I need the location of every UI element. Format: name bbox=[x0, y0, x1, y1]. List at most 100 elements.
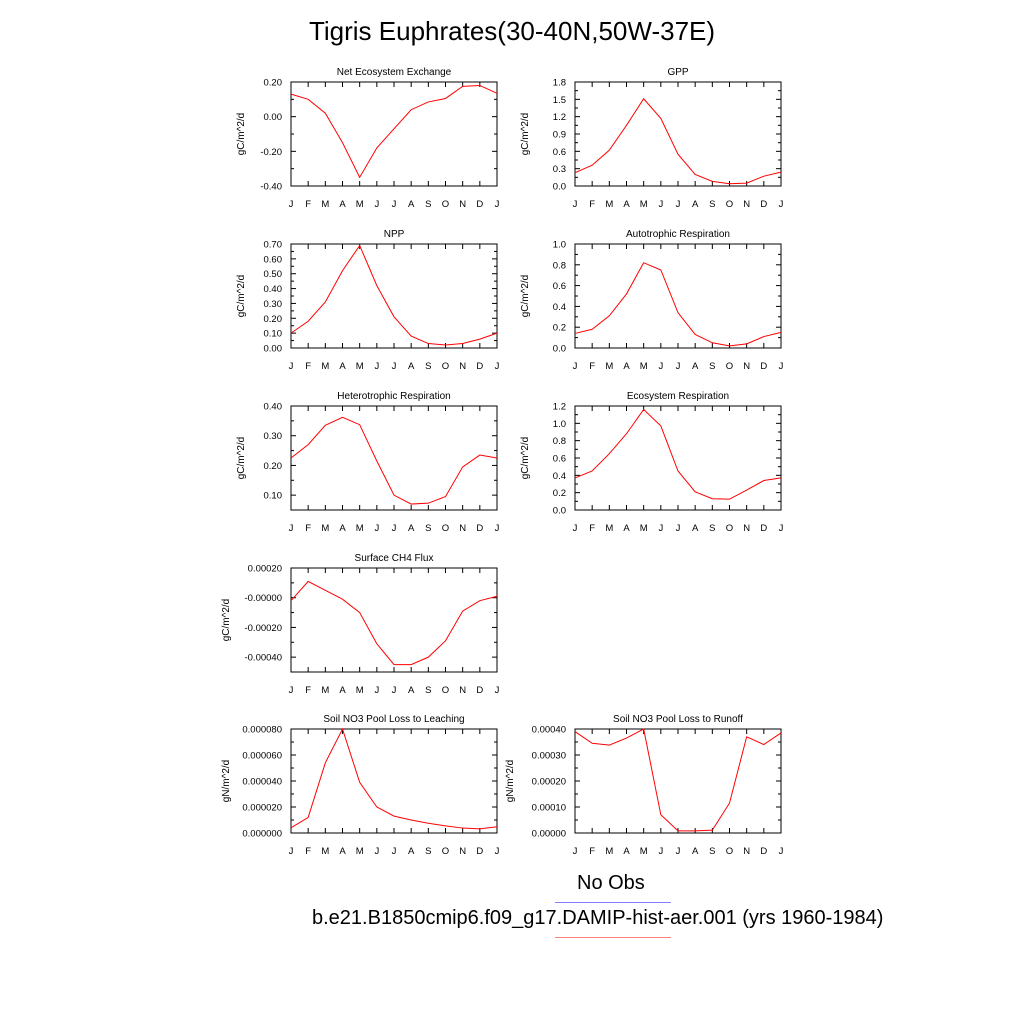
x-tick-label: J bbox=[495, 361, 500, 372]
y-tick-label: 0.60 bbox=[264, 254, 283, 265]
x-tick-label: J bbox=[495, 523, 500, 534]
x-tick-label: F bbox=[589, 199, 595, 210]
panel-title: Soil NO3 Pool Loss to Runoff bbox=[613, 714, 743, 725]
series-line bbox=[574, 262, 782, 347]
y-tick-label: -0.00040 bbox=[244, 653, 282, 664]
x-tick-label: S bbox=[425, 361, 431, 372]
x-tick-label: J bbox=[392, 361, 397, 372]
plot-frame bbox=[574, 81, 782, 187]
y-tick-label: 0.0 bbox=[553, 506, 566, 517]
x-tick-label: M bbox=[321, 199, 329, 210]
x-tick-label: J bbox=[495, 199, 500, 210]
y-tick-label: 1.0 bbox=[553, 240, 566, 251]
x-tick-label: N bbox=[743, 846, 750, 857]
x-tick-label: F bbox=[305, 846, 311, 857]
x-tick-label: J bbox=[289, 199, 294, 210]
x-tick-label: A bbox=[339, 685, 346, 696]
x-tick-label: F bbox=[589, 361, 595, 372]
x-tick-label: J bbox=[289, 361, 294, 372]
x-tick-label: J bbox=[495, 846, 500, 857]
x-tick-label: S bbox=[709, 199, 715, 210]
y-tick-label: 0.2 bbox=[553, 323, 566, 334]
x-tick-label: F bbox=[305, 199, 311, 210]
x-tick-label: M bbox=[321, 846, 329, 857]
y-tick-label: 1.2 bbox=[553, 402, 566, 413]
y-tick-label: 0.000000 bbox=[242, 829, 282, 840]
chart-panel: Ecosystem Respiration gC/m^2/d 0.0 0.2 0.4 0.… bbox=[520, 391, 784, 534]
x-tick-label: J bbox=[289, 685, 294, 696]
x-tick-label: A bbox=[408, 846, 415, 857]
legend-model-line bbox=[555, 937, 671, 938]
y-tick-label: 1.2 bbox=[553, 112, 566, 123]
plot-frame bbox=[290, 81, 498, 187]
x-tick-label: D bbox=[476, 199, 483, 210]
y-tick-label: 0.10 bbox=[264, 329, 283, 340]
x-tick-label: A bbox=[408, 685, 415, 696]
x-tick-label: S bbox=[425, 846, 431, 857]
y-tick-label: 1.0 bbox=[553, 419, 566, 430]
x-tick-label: F bbox=[305, 523, 311, 534]
plot-frame bbox=[290, 243, 498, 349]
x-tick-label: N bbox=[743, 361, 750, 372]
main-title: Tigris Euphrates(30-40N,50W-37E) bbox=[308, 16, 716, 46]
y-tick-label: 0.00010 bbox=[532, 803, 566, 814]
y-tick-label: 1.8 bbox=[553, 78, 566, 89]
y-tick-label: 0.9 bbox=[553, 130, 566, 141]
x-tick-label: N bbox=[743, 523, 750, 534]
x-tick-label: A bbox=[408, 361, 415, 372]
y-axis-label: gC/m^2/d bbox=[520, 275, 531, 318]
series-line bbox=[290, 416, 498, 505]
y-tick-label: 0.40 bbox=[264, 402, 283, 413]
panel-title: Ecosystem Respiration bbox=[627, 391, 729, 402]
y-tick-label: -0.40 bbox=[260, 182, 282, 193]
x-tick-label: J bbox=[392, 846, 397, 857]
y-tick-label: 0.000060 bbox=[242, 751, 282, 762]
x-tick-label: J bbox=[779, 361, 784, 372]
y-tick-label: 0.00020 bbox=[248, 564, 282, 575]
x-tick-label: M bbox=[356, 199, 364, 210]
x-tick-label: O bbox=[442, 361, 449, 372]
x-tick-label: M bbox=[356, 846, 364, 857]
x-tick-label: M bbox=[640, 199, 648, 210]
x-tick-label: O bbox=[442, 523, 449, 534]
series-line bbox=[290, 727, 498, 830]
y-tick-label: 0.00030 bbox=[532, 751, 566, 762]
y-tick-label: 0.8 bbox=[553, 260, 566, 271]
plot-frame bbox=[574, 405, 782, 511]
y-tick-label: 0.000020 bbox=[242, 803, 282, 814]
x-tick-label: S bbox=[425, 523, 431, 534]
series-line bbox=[574, 408, 782, 500]
x-tick-label: A bbox=[339, 361, 346, 372]
series-line bbox=[290, 84, 498, 179]
x-tick-label: A bbox=[339, 199, 346, 210]
x-tick-label: O bbox=[442, 199, 449, 210]
y-tick-label: 0.8 bbox=[553, 436, 566, 447]
y-tick-label: 0.3 bbox=[553, 164, 566, 175]
x-tick-label: J bbox=[779, 199, 784, 210]
x-tick-label: J bbox=[374, 361, 379, 372]
x-tick-label: M bbox=[605, 846, 613, 857]
x-tick-label: J bbox=[573, 199, 578, 210]
x-tick-label: S bbox=[709, 361, 715, 372]
y-axis-label: gC/m^2/d bbox=[236, 275, 247, 318]
y-tick-label: 0.20 bbox=[264, 314, 283, 325]
legend-model-label: b.e21.B1850cmip6.f09_g17.DAMIP-hist-aer.… bbox=[312, 907, 884, 929]
x-tick-label: A bbox=[339, 846, 346, 857]
chart-panel: Heterotrophic Respiration gC/m^2/d 0.10 0.2… bbox=[236, 391, 500, 534]
y-tick-label: 1.5 bbox=[553, 95, 566, 106]
x-tick-label: N bbox=[459, 523, 466, 534]
y-tick-label: 0.30 bbox=[264, 299, 283, 310]
legend-no-obs-line bbox=[555, 902, 671, 903]
x-tick-label: N bbox=[459, 199, 466, 210]
x-tick-label: J bbox=[676, 846, 681, 857]
x-tick-label: A bbox=[408, 199, 415, 210]
y-tick-label: 0.30 bbox=[264, 431, 283, 442]
chart-panel: NPP gC/m^2/d 0.00 0.10 0.20 0.30 0.40 0.50 0.60 0… bbox=[236, 229, 500, 372]
x-tick-label: D bbox=[760, 199, 767, 210]
y-tick-label: 0.20 bbox=[264, 78, 283, 89]
chart-panel: Soil NO3 Pool Loss to Leaching gN/m^2/d 0.… bbox=[221, 714, 500, 857]
x-tick-label: A bbox=[623, 199, 630, 210]
x-tick-label: M bbox=[321, 523, 329, 534]
x-tick-label: S bbox=[425, 199, 431, 210]
